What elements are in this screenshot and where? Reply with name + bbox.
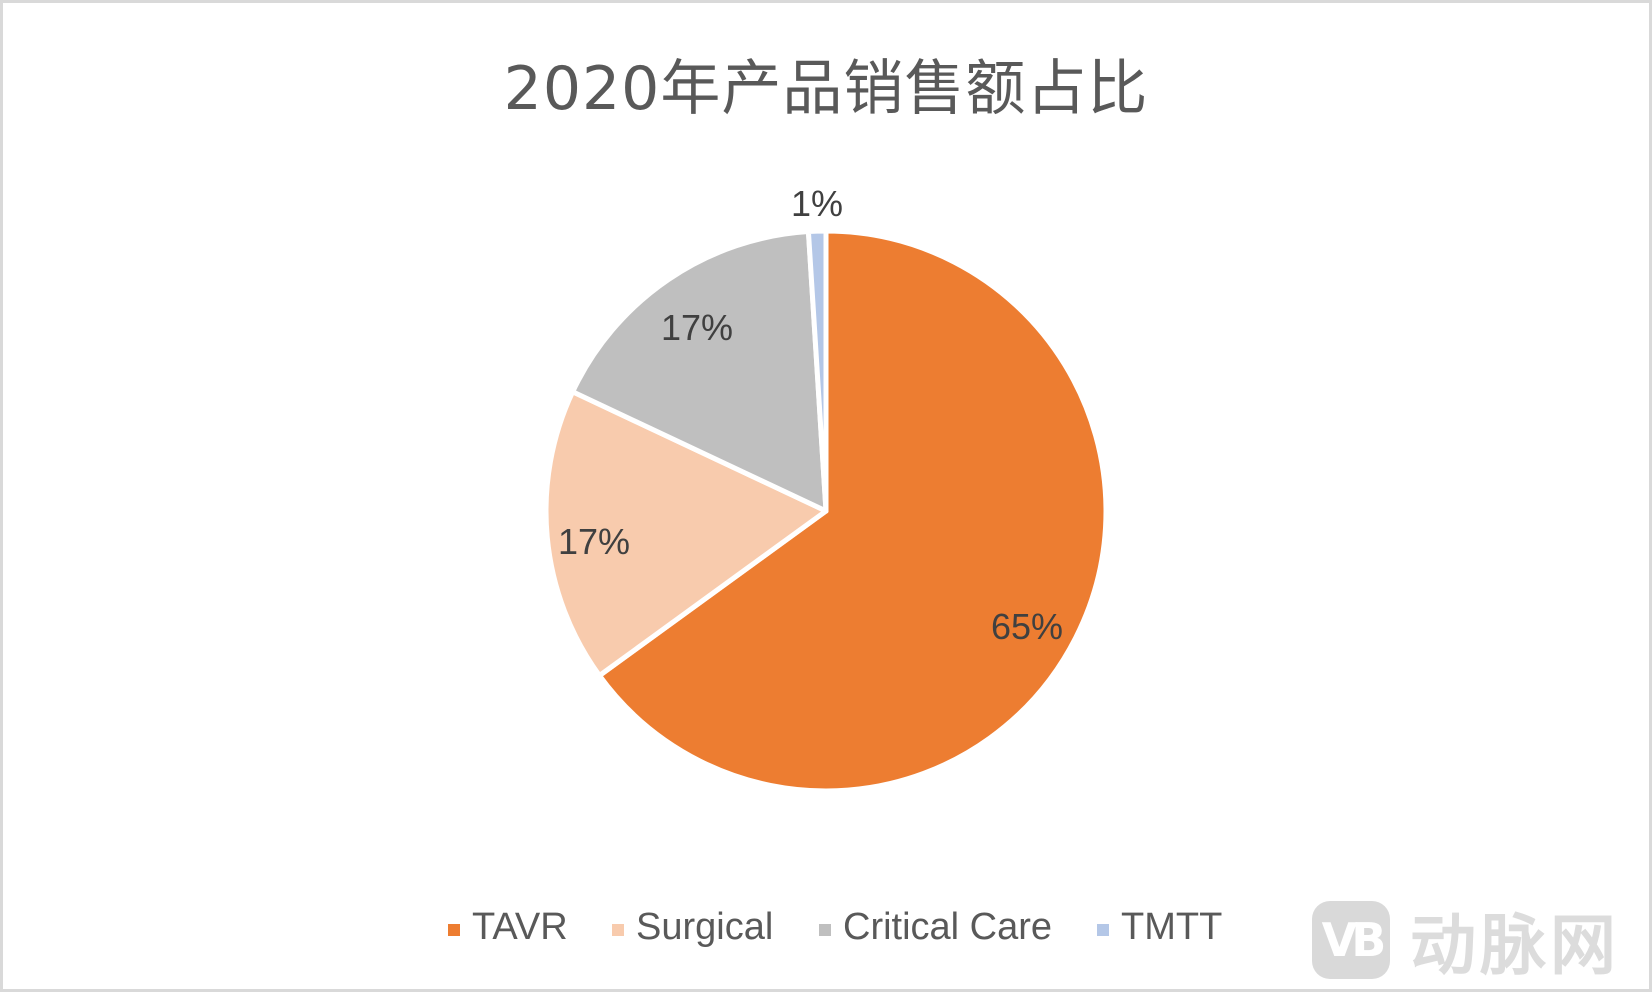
watermark: VB 动脉网 — [1312, 900, 1620, 984]
pie-slice-critical-care[interactable] — [570, 229, 829, 514]
data-label-tavr: 65% — [990, 606, 1064, 647]
legend-label: TMTT — [1121, 905, 1223, 948]
watermark-logo-icon: VB — [1312, 901, 1390, 979]
legend-marker-icon — [612, 924, 624, 936]
pie-slices — [543, 228, 1109, 794]
pie-slice-tavr[interactable] — [596, 228, 1109, 794]
legend-marker-icon — [448, 924, 460, 936]
legend-marker-icon — [819, 924, 831, 936]
legend-item-tavr[interactable]: TAVR — [448, 902, 568, 952]
chart-title: 2020年产品销售额占比 — [503, 54, 1149, 124]
legend-marker-icon — [1097, 924, 1109, 936]
pie-slice-surgical[interactable] — [543, 389, 829, 679]
data-label-critical-care: 17% — [660, 307, 734, 348]
legend-label: Critical Care — [843, 905, 1053, 948]
pie-slice-tmtt[interactable] — [805, 228, 829, 514]
data-label-tmtt: 1% — [790, 183, 844, 224]
legend-label: TAVR — [472, 905, 568, 948]
legend-item-critical-care[interactable]: Critical Care — [819, 902, 1052, 952]
chart-legend: TAVR Surgical Critical Care TMTT — [0, 902, 1652, 952]
legend-item-surgical[interactable]: Surgical — [612, 902, 773, 952]
legend-item-tmtt[interactable]: TMTT — [1097, 902, 1222, 952]
legend-label: Surgical — [636, 905, 774, 948]
data-label-surgical: 17% — [557, 521, 631, 562]
watermark-text: 动脉网 — [1410, 907, 1620, 984]
